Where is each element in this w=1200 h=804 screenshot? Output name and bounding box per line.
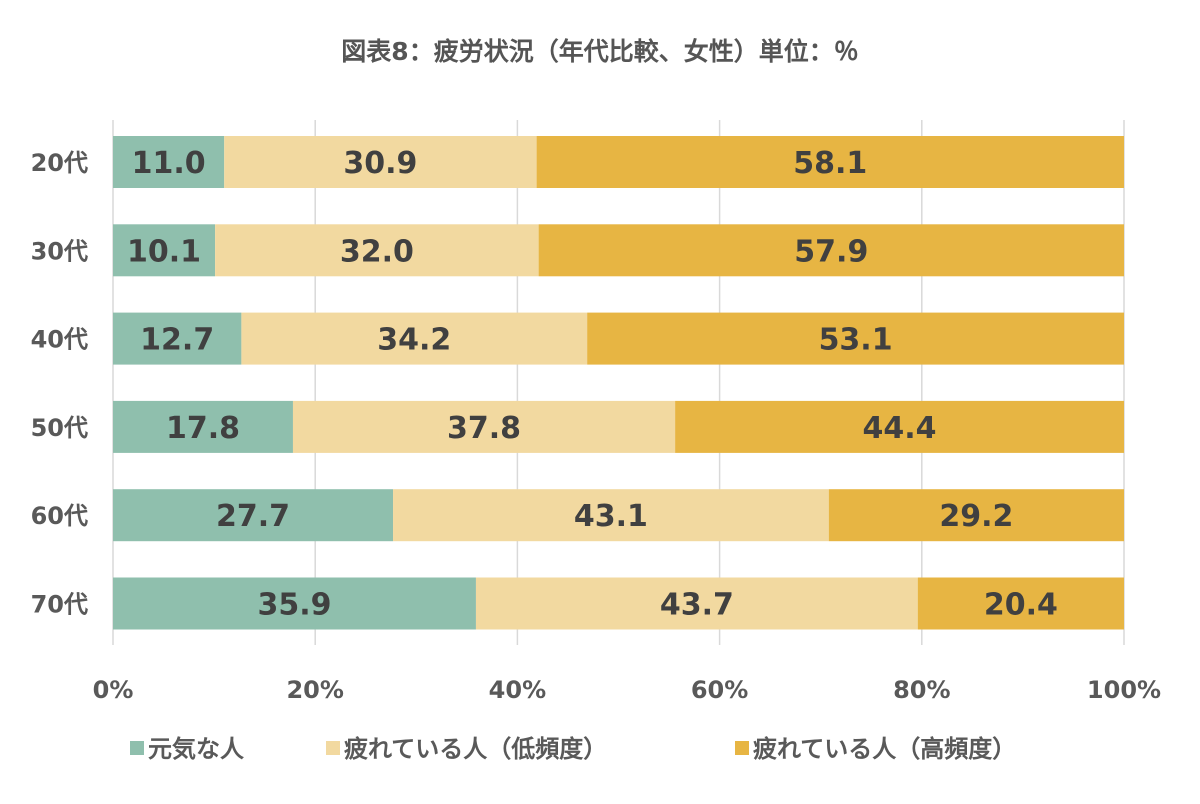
bar-segment xyxy=(917,577,1124,630)
bar-segment xyxy=(215,224,539,277)
data-label: 32.0 xyxy=(340,234,414,269)
x-tick-label: 20% xyxy=(286,676,343,704)
y-tick-label: 70代 xyxy=(31,591,88,619)
bar-segment xyxy=(393,489,829,542)
data-label: 44.4 xyxy=(863,411,937,446)
data-label: 12.7 xyxy=(140,323,214,358)
y-tick-label: 60代 xyxy=(31,502,88,530)
y-tick-label: 30代 xyxy=(31,237,88,265)
bar-segment xyxy=(587,312,1124,365)
bar-segment xyxy=(241,312,588,365)
data-label: 37.8 xyxy=(447,411,521,446)
legend-label: 疲れている人（高頻度） xyxy=(753,735,1016,763)
data-label: 58.1 xyxy=(793,146,867,181)
data-label: 30.9 xyxy=(343,146,417,181)
legend-label: 元気な人 xyxy=(148,735,244,763)
bar-segment xyxy=(113,577,476,630)
x-tick-label: 0% xyxy=(93,676,134,704)
bar-segment xyxy=(536,136,1124,188)
data-label: 34.2 xyxy=(377,323,451,358)
x-axis-labels: 0% 20% 40% 60% 80% 100% xyxy=(93,676,1161,704)
gridlines xyxy=(112,120,1125,645)
bar-segment xyxy=(675,400,1124,453)
bar-segment xyxy=(538,224,1124,277)
chart-title: 図表8：疲労状況（年代比較、女性）単位：％ xyxy=(341,37,858,66)
x-tick-label: 100% xyxy=(1087,676,1161,704)
data-label: 27.7 xyxy=(216,499,290,534)
data-label: 17.8 xyxy=(166,411,240,446)
y-tick-label: 40代 xyxy=(31,326,88,354)
y-axis-labels: 20代 30代 40代 50代 60代 70代 xyxy=(31,149,88,619)
legend-swatch xyxy=(326,741,340,755)
x-tick-label: 40% xyxy=(489,676,546,704)
bar-segment xyxy=(113,400,293,453)
y-tick-label: 50代 xyxy=(31,414,88,442)
bar-segment xyxy=(113,489,394,542)
bar-segment xyxy=(113,224,216,277)
bars: 11.0 30.9 58.1 10.1 32.0 57.9 12.7 34.2 53.1 17.8… xyxy=(113,136,1124,630)
x-tick-label: 60% xyxy=(691,676,748,704)
data-label: 53.1 xyxy=(819,323,893,358)
data-label: 57.9 xyxy=(794,234,868,269)
data-label: 43.7 xyxy=(660,588,734,623)
data-label: 11.0 xyxy=(132,146,206,181)
y-tick-label: 20代 xyxy=(31,149,88,177)
bar-segment xyxy=(224,136,537,188)
bar-segment xyxy=(292,400,676,453)
data-label: 43.1 xyxy=(574,499,648,534)
data-label: 10.1 xyxy=(127,234,201,269)
legend-label: 疲れている人（低頻度） xyxy=(344,735,607,763)
legend: 元気な人 疲れている人（低頻度） 疲れている人（高頻度） xyxy=(130,735,1016,763)
data-label: 35.9 xyxy=(257,588,331,623)
bar-segment xyxy=(113,312,242,365)
bar-segment xyxy=(828,489,1124,542)
x-tick-label: 80% xyxy=(893,676,950,704)
data-label: 29.2 xyxy=(939,499,1013,534)
bar-segment xyxy=(113,136,225,188)
legend-swatch xyxy=(130,741,144,755)
bar-segment xyxy=(475,577,918,630)
data-label: 20.4 xyxy=(984,588,1058,623)
legend-swatch xyxy=(735,741,749,755)
